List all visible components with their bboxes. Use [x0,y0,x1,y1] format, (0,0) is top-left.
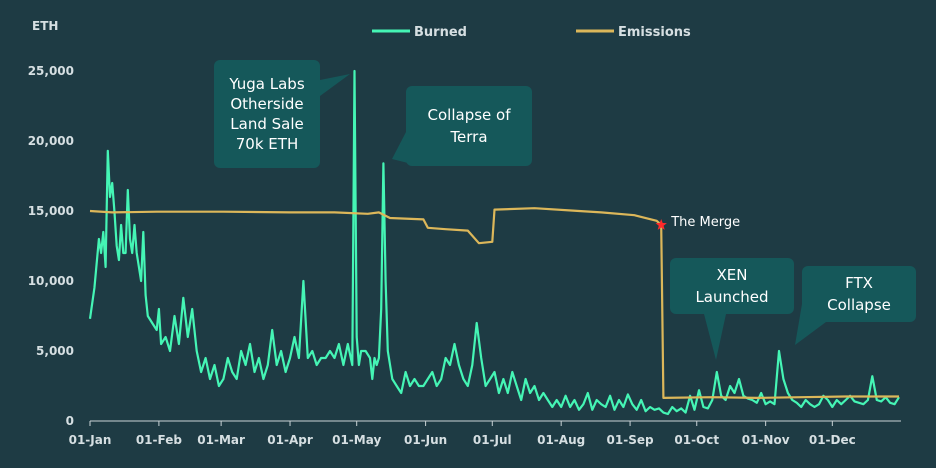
x-tick-label: 01-Aug [537,433,585,447]
x-tick-label: 01-Mar [197,433,245,447]
x-tick-label: 01-Sep [607,433,654,447]
y-tick-label: 25,000 [28,64,74,78]
annotation-text: The Merge [670,215,740,230]
y-tick-label: 5,000 [36,344,74,358]
annotation-text: 70k ETH [236,135,298,153]
y-tick-label: 15,000 [28,204,74,218]
x-tick-label: 01-Apr [267,433,313,447]
x-tick-label: 01-Jun [404,433,447,447]
annotation-text: Terra [449,128,487,146]
callout-box [406,86,532,166]
annotation-text: Collapse [827,296,891,314]
series-line [88,69,900,416]
x-tick-label: 01-Oct [674,433,719,447]
annotation-text: FTX [845,274,873,292]
annotation-text: XEN [717,266,748,284]
callout-box [670,258,794,314]
callout-box [214,60,320,168]
x-tick-label: 01-Dec [809,433,856,447]
x-tick-label: 01-Nov [742,433,790,447]
y-axis-label: ETH [32,19,58,33]
y-tick-label: 10,000 [28,274,74,288]
x-tick-label: 01-Feb [136,433,183,447]
legend-label: Emissions [618,25,691,40]
annotation-text: Launched [695,288,768,306]
callout-pointer [704,314,726,360]
callout-box [802,266,916,322]
series-line [89,207,899,399]
callout-pointer [320,74,350,96]
merge-marker [655,219,667,230]
x-tick-label: 01-Jul [473,433,512,447]
legend-label: Burned [414,25,467,40]
x-tick-label: 01-May [332,433,381,447]
y-tick-label: 20,000 [28,134,74,148]
annotation-text: Land Sale [230,115,303,133]
annotation-text: Collapse of [428,106,512,124]
annotation-text: Otherside [230,95,303,113]
x-tick-label: 01-Jan [69,433,112,447]
annotation-text: Yuga Labs [228,75,305,93]
y-tick-label: 0 [66,414,74,428]
